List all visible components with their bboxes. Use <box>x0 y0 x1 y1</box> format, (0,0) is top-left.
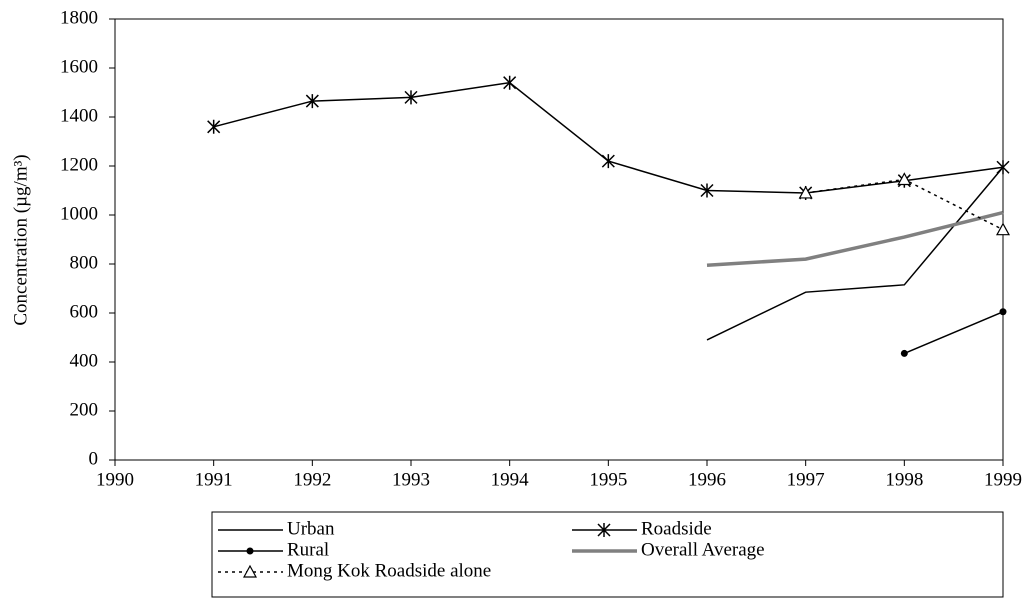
x-tick-label: 1995 <box>589 469 627 490</box>
marker <box>999 308 1007 316</box>
legend-label: Roadside <box>641 518 712 539</box>
y-tick-label: 600 <box>70 301 99 322</box>
x-tick-label: 1993 <box>392 469 430 490</box>
series-line <box>213 81 1004 194</box>
y-tick-label: 1200 <box>60 154 98 175</box>
marker <box>503 75 517 90</box>
marker <box>207 119 221 134</box>
x-tick-label: 1991 <box>195 469 233 490</box>
y-tick-label: 1400 <box>60 105 98 126</box>
x-tick-label: 1996 <box>688 469 726 490</box>
y-tick-label: 800 <box>70 252 99 273</box>
x-tick-label: 1999 <box>984 469 1022 490</box>
series-line <box>904 311 1004 355</box>
marker <box>305 94 319 109</box>
marker <box>897 172 912 186</box>
marker <box>900 349 908 357</box>
y-tick-label: 1000 <box>60 203 98 224</box>
legend-label: Overall Average <box>641 539 765 560</box>
x-tick-label: 1994 <box>491 469 530 490</box>
series-line <box>706 166 1004 341</box>
y-tick-label: 200 <box>70 399 99 420</box>
legend-label: Urban <box>287 518 335 539</box>
marker <box>601 154 615 169</box>
y-tick-label: 0 <box>89 448 99 469</box>
x-tick-label: 1992 <box>293 469 331 490</box>
y-axis-label: Concentration (µg/m³) <box>10 154 31 325</box>
legend-marker <box>242 564 258 578</box>
legend-marker <box>597 523 611 537</box>
legend-label: Rural <box>287 539 329 560</box>
x-tick-label: 1990 <box>96 469 134 490</box>
legend-label: Mong Kok Roadside alone <box>287 560 491 581</box>
x-tick-label: 1997 <box>787 469 825 490</box>
legend-marker <box>246 547 254 555</box>
marker <box>996 160 1010 175</box>
y-tick-label: 400 <box>70 350 99 371</box>
marker <box>995 222 1011 236</box>
marker <box>700 183 714 198</box>
marker <box>798 185 813 199</box>
y-tick-label: 1600 <box>60 56 98 77</box>
series-line <box>706 210 1004 267</box>
marker <box>404 90 418 105</box>
x-tick-label: 1998 <box>885 469 923 490</box>
y-tick-label: 1800 <box>60 7 98 28</box>
plot-frame <box>114 18 1004 461</box>
